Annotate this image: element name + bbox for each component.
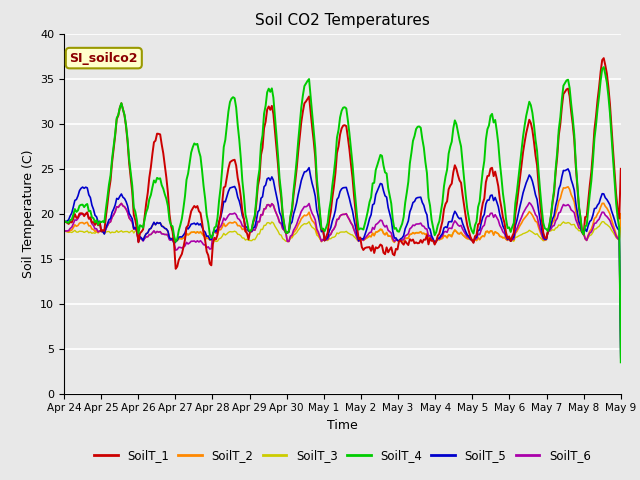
SoilT_1 xyxy=(228,158,236,164)
SoilT_6 xyxy=(60,228,68,234)
SoilT_2 xyxy=(305,209,313,215)
SoilT_1 xyxy=(255,175,263,181)
SoilT_5 xyxy=(303,167,311,173)
SoilT_2 xyxy=(255,219,263,225)
SoilT_6 xyxy=(129,219,136,225)
Title: Soil CO2 Temperatures: Soil CO2 Temperatures xyxy=(255,13,430,28)
SoilT_5 xyxy=(129,216,136,222)
SoilT_1 xyxy=(172,266,179,272)
SoilT_3 xyxy=(60,228,68,234)
SoilT_4 xyxy=(226,99,234,105)
SoilT_3 xyxy=(598,219,606,225)
SoilT_6 xyxy=(254,219,262,225)
SoilT_3 xyxy=(588,232,595,238)
SoilT_5 xyxy=(588,217,595,223)
SoilT_1 xyxy=(588,169,595,175)
Line: SoilT_5: SoilT_5 xyxy=(64,168,621,358)
SoilT_3 xyxy=(129,228,136,233)
SoilT_5 xyxy=(254,209,262,215)
SoilT_5 xyxy=(60,220,68,226)
SoilT_4 xyxy=(617,360,625,365)
SoilT_2 xyxy=(617,211,625,216)
SoilT_6 xyxy=(617,355,625,360)
X-axis label: Time: Time xyxy=(327,419,358,432)
SoilT_1 xyxy=(129,189,136,195)
SoilT_4 xyxy=(600,64,607,70)
SoilT_4 xyxy=(60,220,68,226)
SoilT_6 xyxy=(525,200,533,205)
SoilT_6 xyxy=(588,229,595,235)
SoilT_4 xyxy=(129,182,136,188)
Line: SoilT_3: SoilT_3 xyxy=(64,222,621,242)
SoilT_1 xyxy=(246,228,254,234)
Line: SoilT_1: SoilT_1 xyxy=(64,58,621,269)
SoilT_1 xyxy=(617,166,625,172)
SoilT_1 xyxy=(600,55,607,61)
SoilT_6 xyxy=(303,203,311,209)
SoilT_3 xyxy=(305,219,313,225)
SoilT_5 xyxy=(244,228,252,234)
SoilT_6 xyxy=(226,211,234,217)
SoilT_3 xyxy=(170,240,178,245)
Y-axis label: Soil Temperature (C): Soil Temperature (C) xyxy=(22,149,35,278)
SoilT_2 xyxy=(60,228,68,234)
SoilT_6 xyxy=(244,228,252,234)
SoilT_2 xyxy=(564,184,572,190)
Legend: SoilT_1, SoilT_2, SoilT_3, SoilT_4, SoilT_5, SoilT_6: SoilT_1, SoilT_2, SoilT_3, SoilT_4, Soil… xyxy=(90,444,595,467)
SoilT_2 xyxy=(589,222,596,228)
SoilT_4 xyxy=(303,78,311,84)
SoilT_2 xyxy=(129,219,136,225)
SoilT_1 xyxy=(305,94,313,99)
SoilT_4 xyxy=(586,192,594,197)
Line: SoilT_2: SoilT_2 xyxy=(64,187,621,243)
SoilT_3 xyxy=(617,220,625,226)
SoilT_2 xyxy=(246,228,254,234)
SoilT_3 xyxy=(255,231,263,237)
SoilT_3 xyxy=(246,238,254,243)
SoilT_2 xyxy=(228,220,236,226)
SoilT_4 xyxy=(254,177,262,182)
SoilT_2 xyxy=(170,240,178,246)
Line: SoilT_6: SoilT_6 xyxy=(64,203,621,358)
SoilT_5 xyxy=(226,185,234,191)
SoilT_5 xyxy=(305,165,313,170)
SoilT_5 xyxy=(617,355,625,360)
Text: SI_soilco2: SI_soilco2 xyxy=(70,51,138,65)
Line: SoilT_4: SoilT_4 xyxy=(64,67,621,362)
SoilT_3 xyxy=(228,229,236,235)
SoilT_1 xyxy=(60,220,68,226)
SoilT_4 xyxy=(244,227,252,233)
